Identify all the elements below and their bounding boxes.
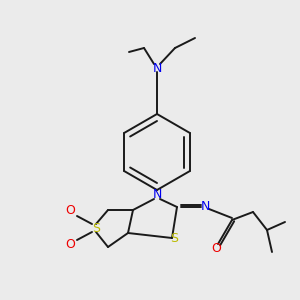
Text: O: O [211, 242, 221, 256]
Text: S: S [170, 232, 178, 244]
Text: N: N [200, 200, 210, 214]
Text: S: S [92, 221, 100, 235]
Text: O: O [65, 238, 75, 251]
Text: N: N [152, 188, 162, 202]
Text: N: N [152, 61, 162, 74]
Text: O: O [65, 205, 75, 218]
